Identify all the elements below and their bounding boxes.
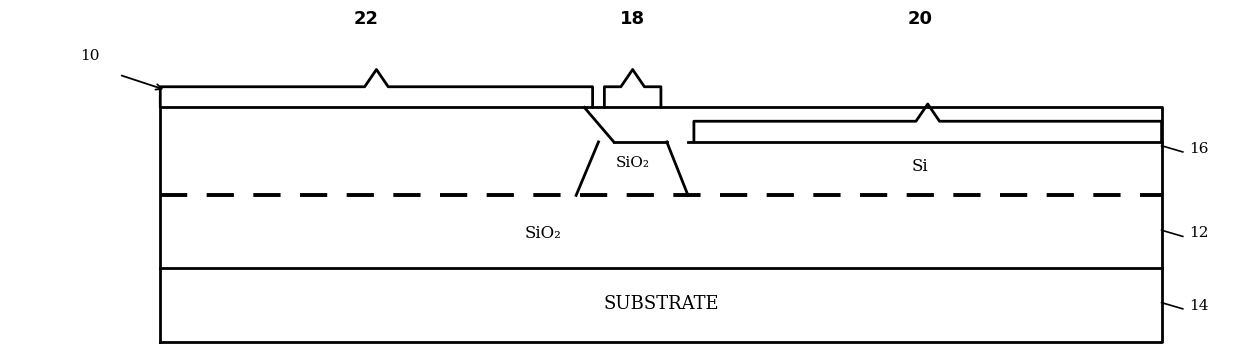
Text: 16: 16 xyxy=(1189,142,1208,156)
Text: Si: Si xyxy=(911,158,929,175)
Text: SUBSTRATE: SUBSTRATE xyxy=(603,295,719,313)
Text: 20: 20 xyxy=(908,10,932,28)
Text: 12: 12 xyxy=(1189,226,1208,240)
Text: 22: 22 xyxy=(353,10,379,28)
Text: 14: 14 xyxy=(1189,299,1208,313)
Text: 18: 18 xyxy=(620,10,645,28)
Text: 10: 10 xyxy=(79,49,99,63)
Text: SiO₂: SiO₂ xyxy=(525,225,562,242)
Text: SiO₂: SiO₂ xyxy=(615,156,650,170)
